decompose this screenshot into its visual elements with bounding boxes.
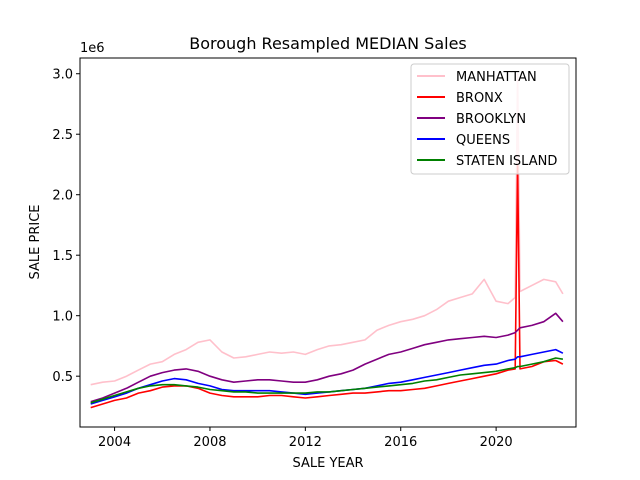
y-tick-label: 1.0 [52,310,73,325]
legend: MANHATTAN BRONX BROOKLYN QUEENS STATEN ISLAN… [410,63,570,175]
y-axis-label: SALE PRICE [28,205,43,280]
x-axis: 2004 2008 2012 2016 2020 [98,427,513,450]
series-line-staten-island [90,357,564,404]
series-line-brooklyn [90,312,564,403]
y-tick-label: 3.0 [52,68,73,83]
plot-frame [79,57,577,428]
series-line-manhattan [90,72,564,386]
y-tick-label: 1.5 [52,249,73,264]
legend-label: BROOKLYN [456,112,526,127]
x-tick-label: 2016 [384,435,417,450]
series-lines [90,72,564,409]
legend-label: MANHATTAN [456,70,537,85]
y-tick-label: 2.5 [52,128,73,143]
legend-label: QUEENS [456,133,510,148]
y-tick-label: 2.0 [52,189,73,204]
x-axis-label: SALE YEAR [292,456,363,471]
legend-label: BRONX [456,91,503,106]
y-tick-label: 0.5 [52,370,73,385]
y-axis: 0.5 1.0 1.5 2.0 2.5 3.0 [52,68,80,385]
chart-title: Borough Resampled MEDIAN Sales [189,34,467,53]
legend-label: STATEN ISLAND [456,154,557,169]
series-line-bronx [90,163,564,409]
x-tick-label: 2004 [98,435,131,450]
x-tick-label: 2008 [193,435,226,450]
y-offset-label: 1e6 [80,41,105,56]
legend-box [410,63,570,175]
x-tick-label: 2012 [289,435,322,450]
x-tick-label: 2020 [480,435,513,450]
